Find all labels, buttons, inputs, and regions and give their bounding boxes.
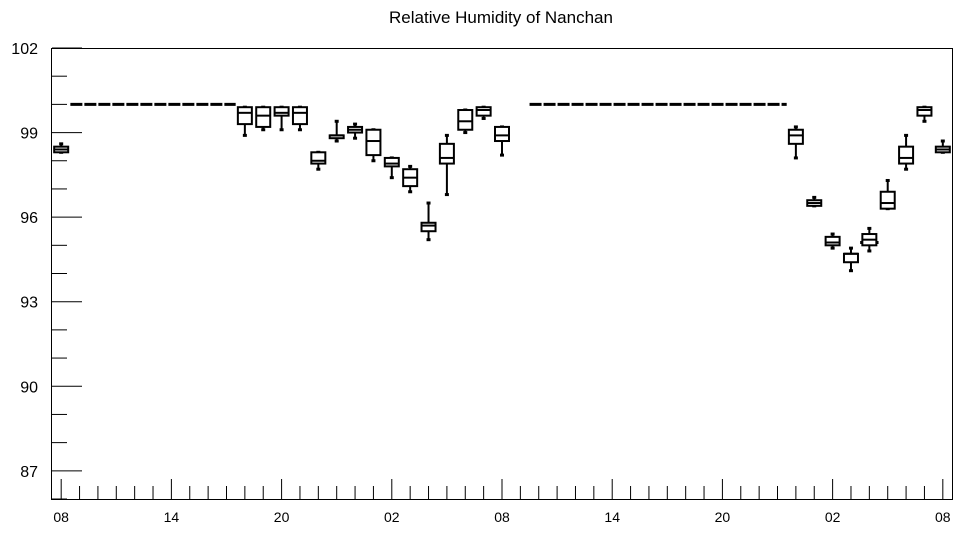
box-16 [347, 122, 364, 140]
x-tick-label: 08 [935, 509, 951, 525]
y-tick-label: 87 [20, 464, 38, 481]
box-17 [365, 128, 382, 163]
box-body [365, 128, 382, 157]
box-21 [438, 133, 455, 197]
box-13 [291, 105, 308, 132]
box-body [898, 145, 915, 165]
box-body [438, 142, 455, 165]
box-body [420, 221, 437, 233]
x-tick-label: 08 [494, 509, 510, 525]
box-body [310, 151, 327, 165]
box-47 [916, 105, 933, 123]
box-18 [383, 156, 400, 180]
box-48 [934, 139, 951, 154]
box-42 [824, 232, 841, 250]
x-axis: 08 14 20 02 08 14 20 02 08 [53, 479, 951, 525]
plot-frame [51, 48, 953, 500]
x-tick-label: 20 [715, 509, 731, 525]
box-body [383, 156, 400, 168]
x-tick-label: 14 [164, 509, 180, 525]
y-tick-label: 93 [20, 295, 38, 312]
x-tick-label: 02 [384, 509, 400, 525]
chart-title: Relative Humidity of Nanchan [389, 8, 613, 27]
y-axis: 87 90 93 96 99 102 [11, 41, 82, 500]
box-20 [420, 201, 437, 242]
box-41 [806, 195, 823, 208]
x-tick-label: 14 [604, 509, 620, 525]
box-40 [787, 125, 804, 160]
box-24 [494, 125, 510, 157]
box-12 [273, 105, 290, 132]
x-tick-label: 08 [53, 509, 69, 525]
box-body [916, 106, 933, 117]
box-45 [879, 178, 896, 211]
box-body [457, 109, 474, 131]
y-tick-label: 102 [11, 41, 38, 58]
y-tick-label: 99 [20, 126, 38, 143]
box-body [236, 106, 253, 126]
box-19 [402, 164, 419, 194]
box-body [494, 125, 510, 143]
box-body [475, 106, 492, 117]
box-0 [53, 142, 70, 154]
box-body [787, 128, 804, 145]
box-15 [328, 119, 345, 143]
box-14 [310, 150, 327, 171]
box-body [824, 235, 841, 247]
box-46 [898, 133, 915, 171]
box-series [53, 105, 951, 273]
reference-lines [70, 102, 879, 244]
x-tick-label: 20 [274, 509, 290, 525]
box-body [255, 106, 272, 128]
box-43 [842, 246, 859, 273]
box-22 [457, 108, 474, 135]
box-body [291, 106, 308, 126]
box-body [879, 190, 896, 210]
box-23 [475, 105, 492, 120]
box-body [273, 106, 290, 117]
box-10 [236, 105, 253, 137]
box-44 [861, 226, 878, 253]
box-body [842, 252, 859, 264]
y-tick-label: 90 [20, 379, 38, 396]
x-tick-label: 02 [825, 509, 841, 525]
box-11 [255, 105, 272, 132]
y-tick-label: 96 [20, 210, 38, 227]
